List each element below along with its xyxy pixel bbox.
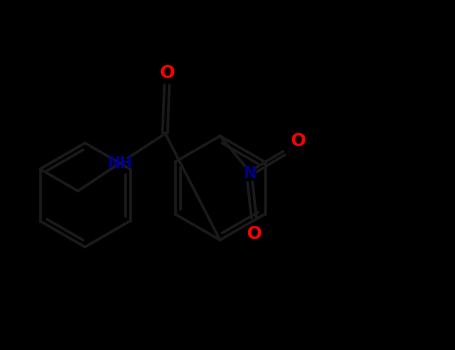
Text: N: N: [243, 167, 256, 182]
Text: O: O: [290, 132, 306, 150]
Text: O: O: [159, 64, 175, 82]
Text: O: O: [246, 225, 262, 243]
Text: NH: NH: [107, 155, 133, 170]
